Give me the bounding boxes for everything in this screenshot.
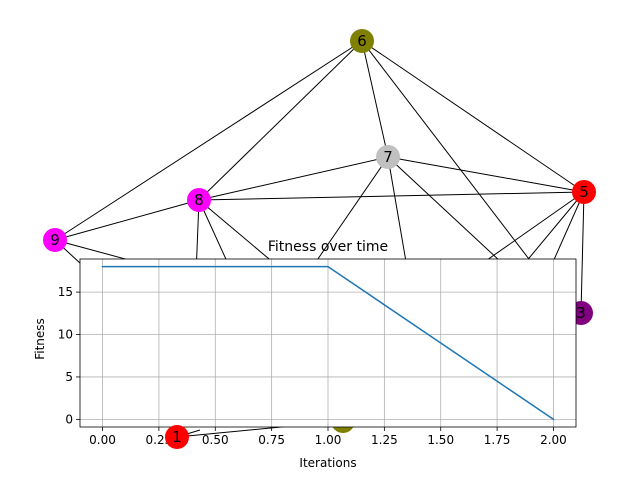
graph-edge [198,156,389,201]
graph-edge [580,191,585,314]
graph-edge [387,156,585,193]
graph-node-label: 3 [576,304,586,322]
x-tick-label: 1.00 [315,433,342,447]
grid-lines [80,259,576,427]
graph-node-label: 1 [172,428,182,446]
graph-node-5: 5 [572,180,596,204]
chart-title: Fitness over time [268,239,388,255]
graph-edge [54,40,363,241]
series-lines [101,265,555,421]
x-axis-label: Iterations [299,456,356,470]
x-axis-ticks: 0.00 0.25 0.50 0.75 1.00 1.25 1.50 1.75 2.00 [89,427,567,447]
graph-node-circle [187,188,211,212]
line-chart-axes: 0.00 0.25 0.50 0.75 1.00 1.25 1.50 1.75 2.00 051… [33,239,577,470]
graph-edge [361,40,389,158]
graph-node-circle [350,29,374,53]
graph-node-label: 6 [357,32,367,50]
graph-node-8: 8 [187,188,211,212]
graph-node-label: 5 [579,183,589,201]
graph-node-circle [572,180,596,204]
y-tick-label: 0 [65,412,73,426]
graph-edge [198,191,585,201]
x-tick-label: 0.50 [202,433,229,447]
y-axis-label: Fitness [33,318,47,360]
graph-node-9: 9 [43,228,67,252]
graph-node-circle [376,145,400,169]
y-tick-label: 5 [65,370,73,384]
graph-edge [198,40,363,201]
x-tick-label: 1.75 [484,433,511,447]
graph-node-label: 9 [50,231,60,249]
x-tick-label: 1.50 [427,433,454,447]
x-tick-label: 1.25 [371,433,398,447]
graph-node-label: 8 [194,191,204,209]
graph-node-1: 1 [165,425,189,449]
graph-node-6: 6 [350,29,374,53]
y-axis-ticks: 0 5 10 15 [58,285,80,426]
graph-overlay: 1 [165,425,189,449]
fitness-series-line [101,265,555,421]
y-tick-label: 10 [58,328,73,342]
x-tick-label: 0.00 [89,433,116,447]
y-tick-label: 15 [58,285,73,299]
x-tick-label: 0.75 [258,433,285,447]
graph-node-7: 7 [376,145,400,169]
x-tick-label: 2.00 [540,433,567,447]
graph-edge [361,40,585,193]
graph-node-circle [43,228,67,252]
graph-node-label: 7 [383,148,393,166]
graph-edge [54,199,200,241]
graph-node-circle [165,425,189,449]
